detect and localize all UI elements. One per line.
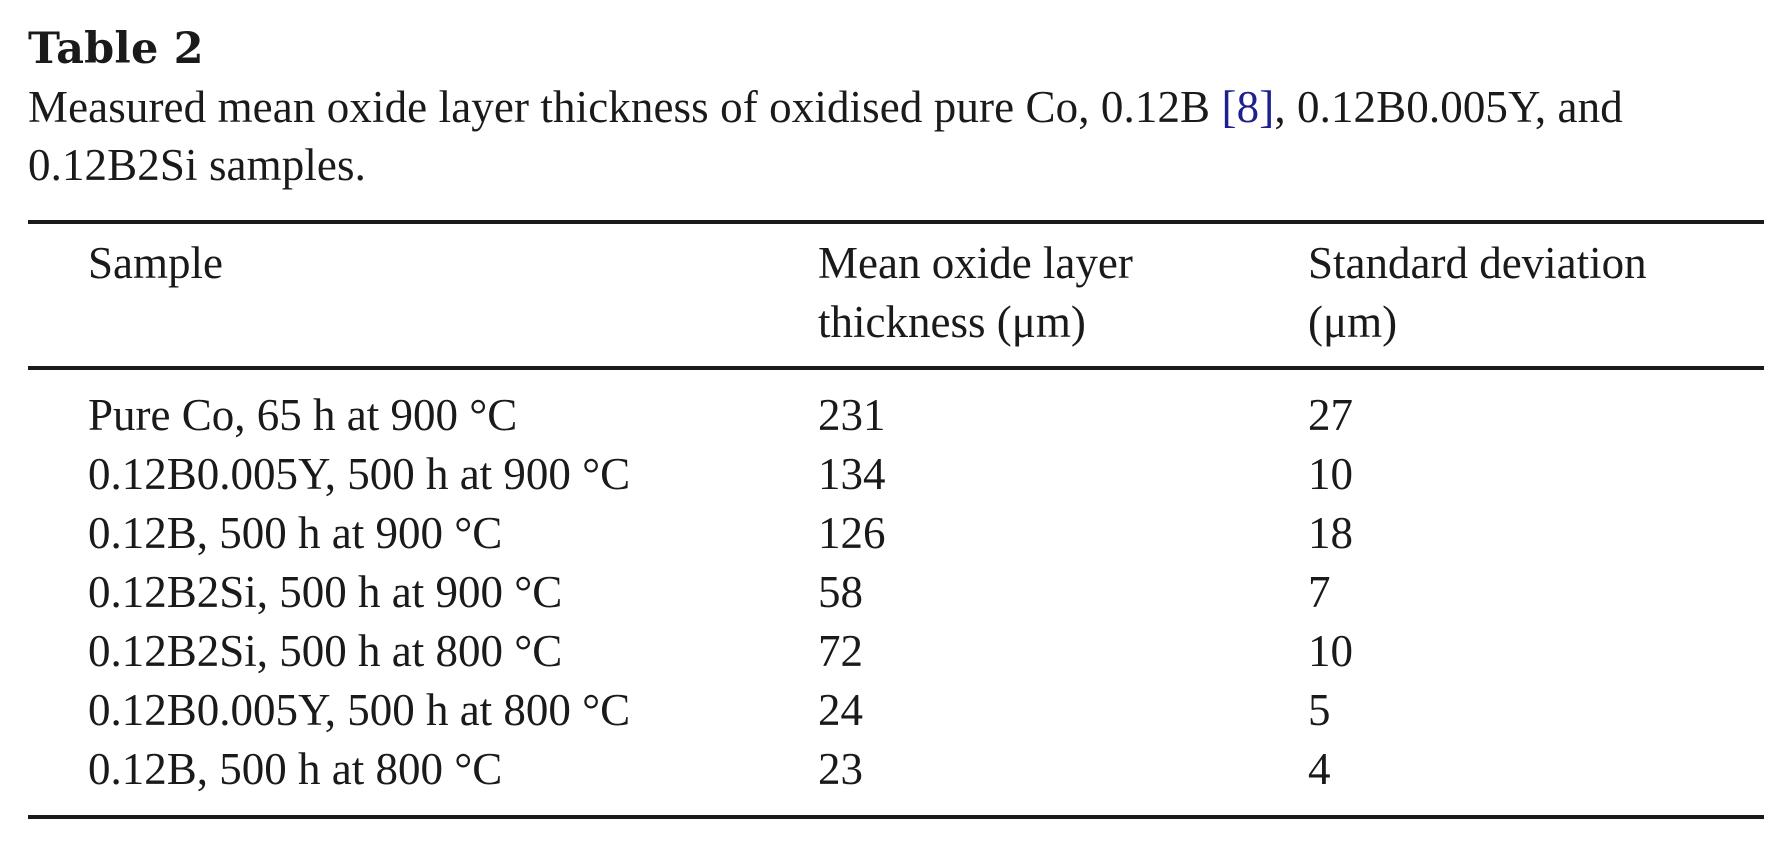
- table-row: 0.12B0.005Y, 500 h at 900 °C 134 10: [28, 445, 1764, 504]
- cell-sample: 0.12B2Si, 500 h at 800 °C: [88, 626, 563, 676]
- cell-sample: 0.12B, 500 h at 800 °C: [88, 744, 503, 794]
- header-mean-line1: Mean oxide layer: [818, 238, 1133, 288]
- table-row: 0.12B, 500 h at 800 °C 23 4: [28, 740, 1764, 799]
- cell-sample: 0.12B2Si, 500 h at 900 °C: [88, 567, 563, 617]
- table-caption: Measured mean oxide layer thickness of o…: [28, 78, 1764, 194]
- cell-mean: 231: [818, 390, 886, 440]
- header-std-deviation: Standard deviation (μm): [1308, 234, 1764, 352]
- cell-mean: 126: [818, 508, 886, 558]
- table-row: Pure Co, 65 h at 900 °C 231 27: [28, 386, 1764, 445]
- cell-std: 27: [1308, 390, 1353, 440]
- cell-mean: 24: [818, 685, 863, 735]
- caption-text-cont: , 0.12B0.005Y, and: [1274, 82, 1623, 132]
- table-body: Pure Co, 65 h at 900 °C 231 27 0.12B0.00…: [28, 370, 1764, 815]
- table-row: 0.12B2Si, 500 h at 900 °C 58 7: [28, 563, 1764, 622]
- table-header-row: Sample Mean oxide layer thickness (μm) S…: [28, 224, 1764, 366]
- table-row: 0.12B2Si, 500 h at 800 °C 72 10: [28, 622, 1764, 681]
- table-header-rule: [28, 366, 1764, 370]
- header-sample: Sample: [88, 238, 223, 288]
- header-mean-line2: thickness (μm): [818, 297, 1086, 347]
- cell-std: 10: [1308, 449, 1353, 499]
- table-figure: Table 2 Measured mean oxide layer thickn…: [28, 20, 1764, 819]
- table-bottom-rule: [28, 815, 1764, 819]
- cell-mean: 72: [818, 626, 863, 676]
- table-row: 0.12B0.005Y, 500 h at 800 °C 24 5: [28, 681, 1764, 740]
- caption-text-line2: 0.12B2Si samples.: [28, 140, 366, 190]
- cell-std: 5: [1308, 685, 1331, 735]
- cell-sample: Pure Co, 65 h at 900 °C: [88, 390, 518, 440]
- cell-std: 4: [1308, 744, 1331, 794]
- table-row: 0.12B, 500 h at 900 °C 126 18: [28, 504, 1764, 563]
- cell-mean: 23: [818, 744, 863, 794]
- cell-std: 10: [1308, 626, 1353, 676]
- cell-mean: 134: [818, 449, 886, 499]
- table-label: Table 2: [28, 24, 204, 74]
- cell-sample: 0.12B0.005Y, 500 h at 800 °C: [88, 685, 631, 735]
- header-std-line2: (μm): [1308, 297, 1398, 347]
- cell-mean: 58: [818, 567, 863, 617]
- cell-std: 18: [1308, 508, 1353, 558]
- table-top-rule: [28, 220, 1764, 224]
- cell-std: 7: [1308, 567, 1331, 617]
- cell-sample: 0.12B, 500 h at 900 °C: [88, 508, 503, 558]
- caption-text: Measured mean oxide layer thickness of o…: [28, 82, 1222, 132]
- header-std-line1: Standard deviation: [1308, 238, 1647, 288]
- cell-sample: 0.12B0.005Y, 500 h at 900 °C: [88, 449, 631, 499]
- citation-link[interactable]: [8]: [1221, 82, 1275, 132]
- header-mean-thickness: Mean oxide layer thickness (μm): [818, 234, 1308, 352]
